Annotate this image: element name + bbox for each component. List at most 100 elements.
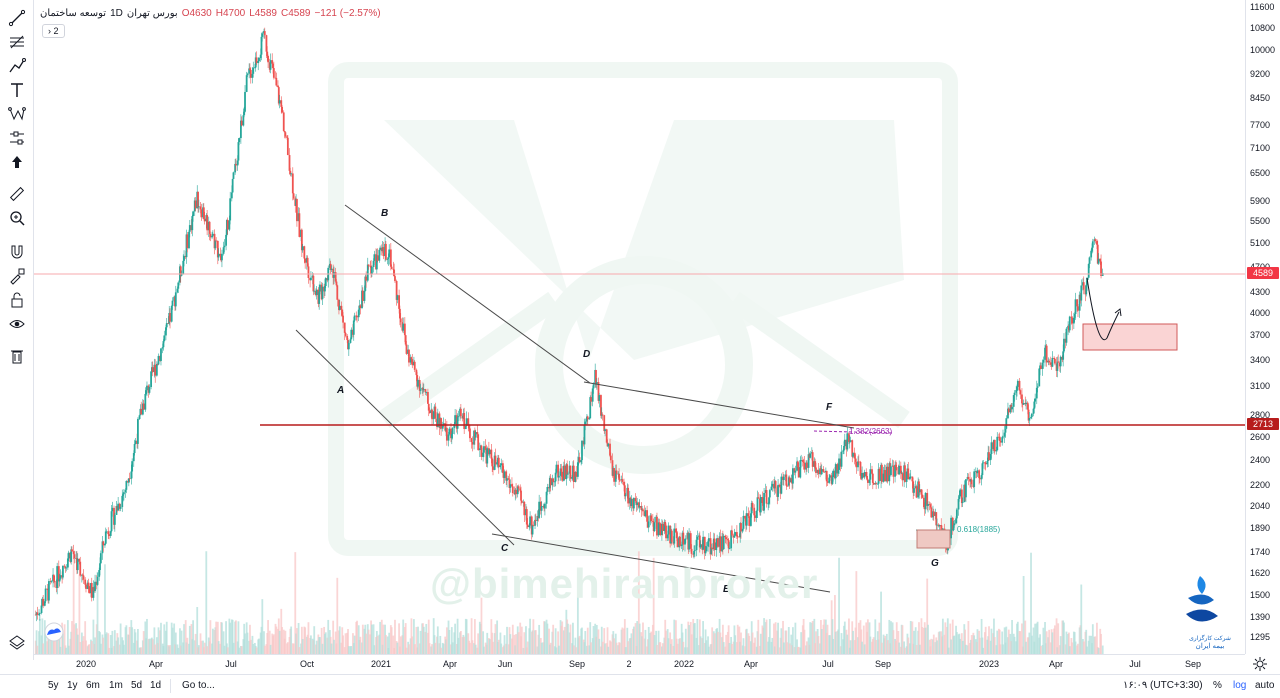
volume-bar	[1022, 575, 1025, 654]
volume-bar	[370, 624, 373, 654]
candle-body	[665, 525, 667, 539]
candle-body	[104, 531, 107, 544]
magnet-icon[interactable]	[4, 240, 30, 264]
indicators-collapse-button[interactable]: › 2	[42, 24, 65, 38]
fib-icon[interactable]	[4, 30, 30, 54]
time-tick: Sep	[568, 659, 586, 669]
clock[interactable]: ۱۶:۰۹ (UTC+3:30)	[1123, 680, 1203, 691]
triangle-upper-line[interactable]	[583, 381, 855, 429]
volume-bar	[548, 628, 550, 654]
auto-toggle[interactable]: auto	[1255, 680, 1275, 691]
wave-label-f[interactable]: F	[826, 402, 833, 413]
projection-arrow[interactable]	[1086, 277, 1120, 341]
candle-body	[957, 498, 960, 510]
candle-body	[899, 465, 902, 474]
range-6m-button[interactable]: 6m	[86, 680, 100, 691]
candle-body	[623, 485, 626, 497]
candle-body	[350, 329, 353, 340]
candle-body	[666, 534, 669, 539]
volume-bar	[215, 621, 218, 654]
candle-body	[560, 468, 563, 472]
wave-label-b[interactable]: B	[381, 208, 389, 219]
wedge-lower-line[interactable]	[295, 329, 515, 546]
wave-label-e[interactable]: E	[723, 584, 730, 595]
g-zone-box[interactable]	[916, 529, 951, 549]
candle-body	[170, 305, 173, 322]
lock-drawing-icon[interactable]	[4, 264, 30, 288]
range-5y-button[interactable]: 5y	[48, 680, 59, 691]
volume-bar	[857, 622, 860, 654]
layers-icon[interactable]	[4, 630, 30, 654]
candle-body	[113, 514, 116, 525]
candle-body	[90, 583, 93, 598]
ruler-icon[interactable]	[4, 182, 30, 206]
volume-bar	[884, 635, 887, 654]
time-axis[interactable]: 2020 Apr Jul Oct 2021 Apr Jun Sep 2 2022 Apr Jul Sep…	[34, 654, 1245, 675]
range-1m-button[interactable]: 1m	[109, 680, 123, 691]
percent-toggle[interactable]: %	[1213, 680, 1222, 691]
wedge-upper-line[interactable]	[344, 204, 591, 384]
candle-body	[644, 510, 647, 517]
volume-bar	[272, 634, 275, 654]
goto-button[interactable]: Go to...	[182, 680, 215, 691]
candle-body	[411, 359, 414, 366]
volume-bar	[1005, 626, 1008, 654]
trend-line-icon[interactable]	[4, 6, 30, 30]
wave-label-d[interactable]: D	[583, 349, 591, 360]
pattern-icon[interactable]	[4, 102, 30, 126]
volume-bar	[53, 639, 56, 654]
candle-body	[1001, 437, 1004, 443]
target-zone-box[interactable]	[1082, 323, 1178, 351]
candle-body	[1007, 408, 1009, 419]
trash-icon[interactable]	[4, 344, 30, 368]
candle-body	[777, 484, 779, 497]
volume-bar	[78, 574, 81, 654]
volume-bar	[104, 564, 106, 654]
candle-body	[296, 199, 298, 222]
volume-bars	[34, 551, 1104, 654]
price-axis[interactable]: 11600 10800 10000 9200 8450 7700 7100 6500 5900 5…	[1245, 0, 1280, 654]
candle-body	[709, 538, 712, 555]
wave-label-a[interactable]: A	[337, 385, 345, 396]
triangle-lower-line[interactable]	[491, 533, 831, 593]
range-5d-button[interactable]: 5d	[131, 680, 143, 691]
volume-bar	[263, 631, 265, 654]
candle-body	[467, 418, 470, 426]
candle-body	[186, 234, 189, 249]
gear-icon[interactable]	[1252, 656, 1270, 672]
volume-bar	[405, 647, 408, 654]
range-1d-button[interactable]: 1d	[150, 680, 162, 691]
arrow-icon[interactable]	[4, 150, 30, 174]
candle-body	[1073, 314, 1076, 318]
text-icon[interactable]	[4, 78, 30, 102]
volume-bar	[999, 644, 1002, 654]
candle-body	[217, 253, 220, 258]
volume-bar	[878, 622, 881, 654]
candle-body	[427, 403, 430, 411]
candle-body	[748, 516, 751, 526]
legend-symbol[interactable]: توسعه ساختمان	[40, 8, 107, 19]
wave-label-g[interactable]: G	[931, 558, 939, 569]
prediction-icon[interactable]	[4, 126, 30, 150]
fib-upper-line[interactable]	[813, 430, 893, 434]
range-1y-button[interactable]: 1y	[67, 680, 78, 691]
candle-body	[557, 464, 559, 478]
eye-icon[interactable]	[4, 312, 30, 336]
price-chart[interactable]	[34, 0, 1245, 654]
divider	[170, 679, 171, 693]
candle-body	[534, 519, 537, 521]
wave-label-c[interactable]: C	[501, 543, 509, 554]
volume-bar	[382, 624, 385, 654]
candle-body	[511, 486, 514, 493]
log-toggle[interactable]: log	[1233, 680, 1247, 691]
volume-bar	[848, 618, 850, 654]
volume-bar	[606, 627, 609, 654]
path-icon[interactable]	[4, 54, 30, 78]
zoom-icon[interactable]	[4, 206, 30, 230]
volume-bar	[338, 626, 341, 654]
volume-bar	[811, 620, 814, 654]
legend-interval[interactable]: 1D	[110, 8, 123, 19]
candle-body	[613, 468, 616, 482]
volume-bar	[886, 640, 889, 654]
lock-icon[interactable]	[4, 288, 30, 312]
